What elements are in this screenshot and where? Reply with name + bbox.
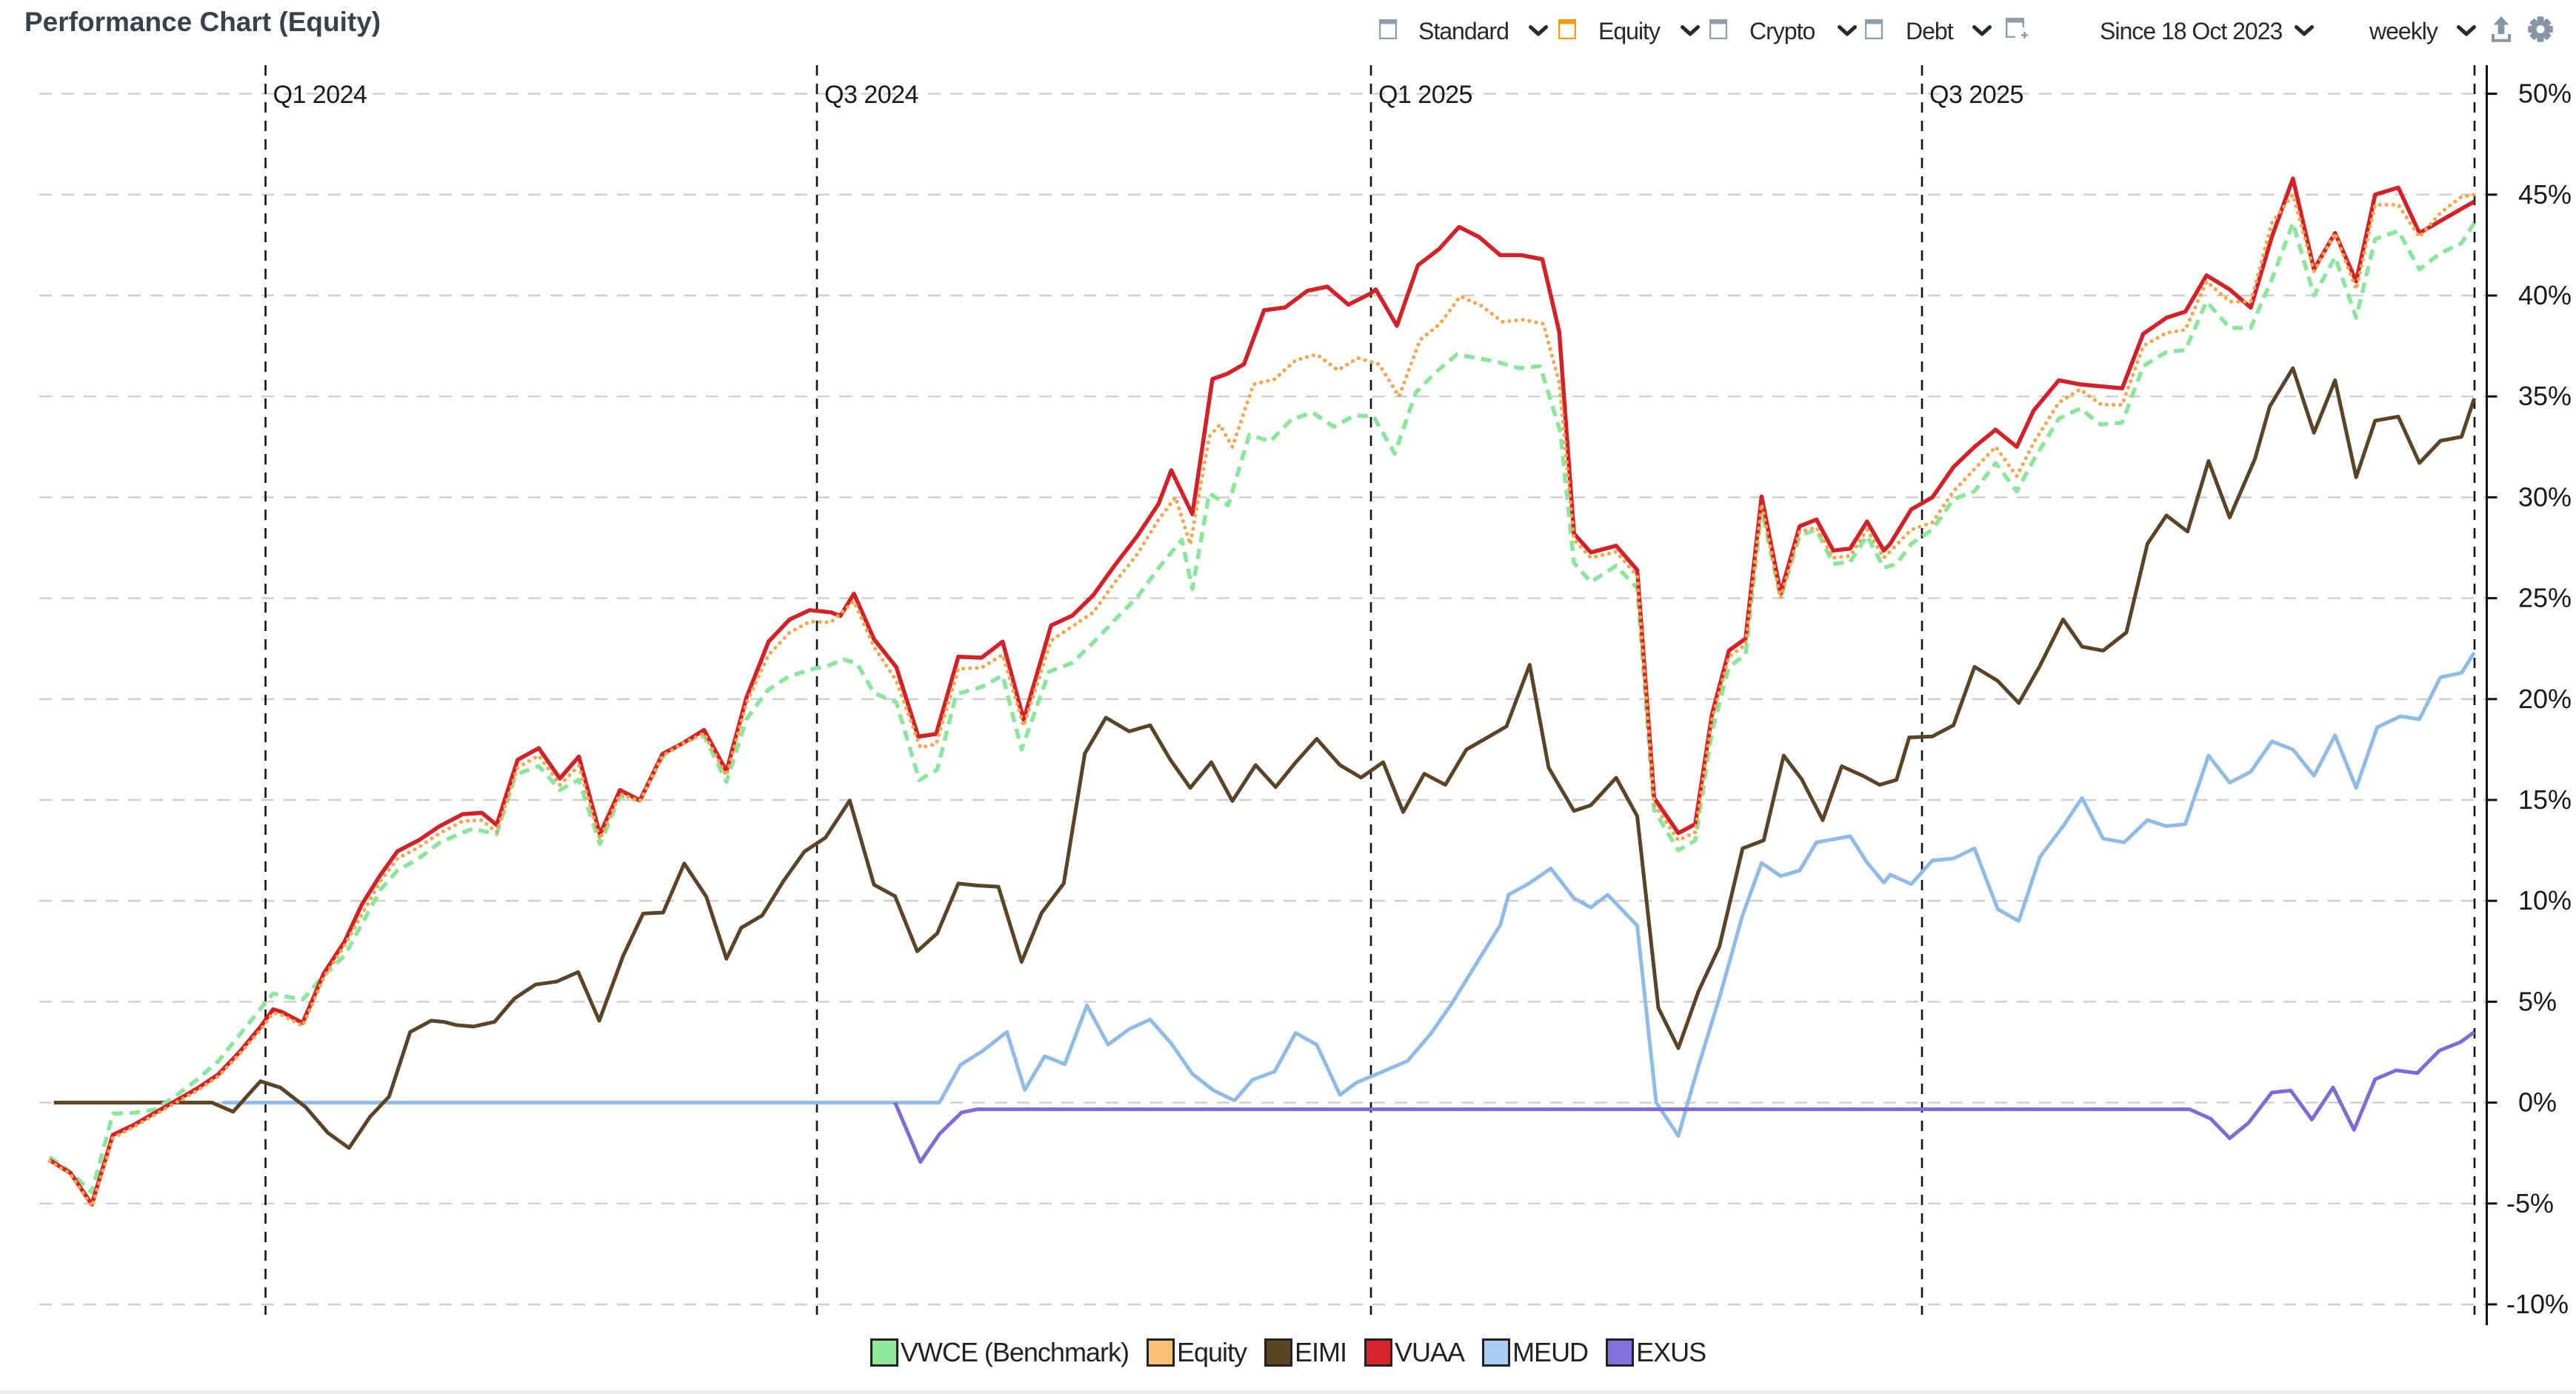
svg-text:35%: 35% — [2518, 381, 2572, 411]
svg-text:50%: 50% — [2518, 79, 2572, 109]
svg-text:Q3 2025: Q3 2025 — [1929, 81, 2023, 109]
svg-text:Q1 2024: Q1 2024 — [273, 81, 367, 109]
svg-text:20%: 20% — [2518, 684, 2572, 714]
svg-text:40%: 40% — [2518, 280, 2572, 310]
svg-text:30%: 30% — [2518, 481, 2572, 512]
svg-text:-5%: -5% — [2506, 1188, 2554, 1218]
svg-text:0%: 0% — [2518, 1087, 2557, 1118]
svg-text:Q1 2025: Q1 2025 — [1378, 81, 1472, 109]
svg-text:25%: 25% — [2518, 583, 2572, 613]
svg-text:10%: 10% — [2518, 885, 2572, 916]
svg-text:45%: 45% — [2518, 179, 2572, 210]
svg-text:Q3 2024: Q3 2024 — [824, 81, 918, 109]
svg-text:5%: 5% — [2518, 986, 2557, 1016]
svg-text:15%: 15% — [2518, 784, 2572, 815]
svg-text:-10%: -10% — [2506, 1289, 2569, 1319]
